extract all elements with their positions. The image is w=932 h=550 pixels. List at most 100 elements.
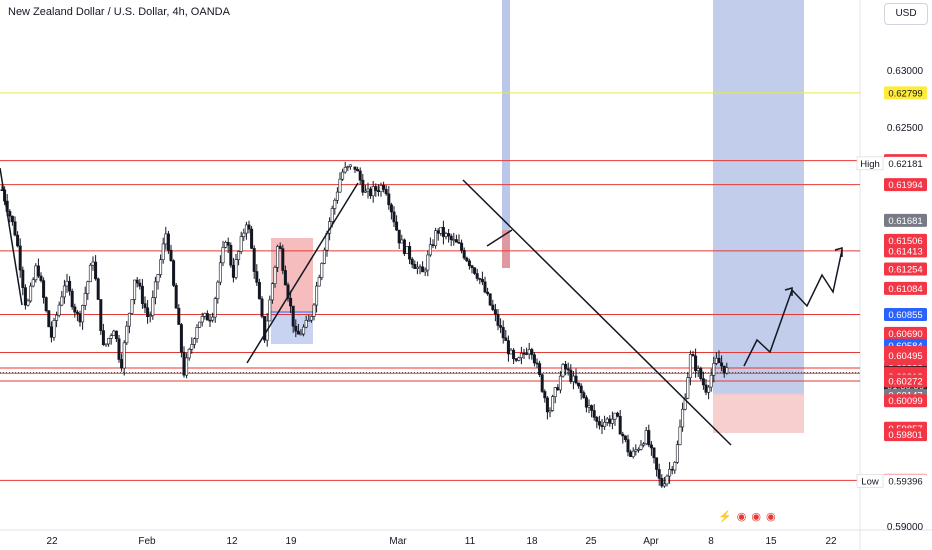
mar-apr-candle: [361, 173, 365, 196]
price-tag-bg-24: [856, 474, 884, 488]
mar-apr-candle: [600, 418, 604, 434]
mar-apr-candle: [582, 390, 586, 399]
jan-feb-candle: [276, 244, 280, 273]
mar-apr-candle: [649, 441, 653, 456]
jan-feb-candle: [208, 314, 212, 327]
mar-apr-candle: [686, 372, 690, 400]
jan-feb-candle: [68, 276, 72, 296]
mar-apr-candle: [712, 356, 716, 383]
jan-feb-candle: [47, 310, 51, 328]
jan-feb-candle: [257, 278, 261, 300]
mar-apr-candle: [509, 348, 513, 355]
mar-apr-candle: [358, 167, 362, 185]
mar-apr-candle: [371, 180, 375, 203]
jan-feb-candle: [185, 353, 189, 379]
price-label-13: 0.60495: [888, 351, 922, 362]
jan-feb-candle: [242, 228, 246, 242]
mar-apr-candle: [696, 365, 700, 378]
mar-apr-candle: [499, 318, 503, 334]
mar-apr-candle: [353, 166, 357, 173]
jan-feb-candle: [125, 321, 129, 345]
trendline-small: [486, 229, 513, 247]
time-tick-3: 19: [285, 536, 297, 547]
mar-apr-candle: [410, 257, 414, 269]
jan-feb-candle: [151, 290, 155, 320]
jan-feb-candle: [169, 244, 173, 262]
mar-apr-candle: [421, 261, 425, 273]
jan-feb-candle: [239, 231, 243, 255]
jan-feb-candle: [252, 245, 256, 279]
mar-apr-candle: [496, 308, 500, 331]
jan-feb-candle: [86, 280, 90, 300]
jan-feb-candle: [133, 279, 137, 305]
jan-feb-candle: [44, 296, 48, 313]
mar-apr-candle: [431, 239, 435, 249]
mar-apr-candle: [681, 402, 685, 432]
mar-apr-candle: [574, 368, 578, 385]
jan-feb-candle: [120, 353, 124, 372]
currency-button[interactable]: USD: [884, 3, 928, 25]
jan-feb-candle: [278, 242, 282, 250]
mar-apr-candle: [548, 407, 552, 418]
mar-apr-candle: [522, 349, 526, 359]
jan-feb-candle: [273, 265, 277, 288]
projection-path: [743, 249, 843, 367]
price-label-bg-3: [884, 178, 927, 192]
price-label-bg-9: [884, 308, 927, 322]
mar-apr-candle: [376, 184, 380, 197]
jan-feb-candle: [190, 337, 194, 354]
jan-feb-candle: [55, 311, 59, 328]
mar-apr-candle: [592, 404, 596, 421]
mar-apr-candle: [470, 264, 474, 274]
jan-feb-candle: [255, 264, 259, 286]
jan-feb-candle: [109, 333, 113, 345]
mar-apr-candle: [709, 368, 713, 392]
mar-apr-candle: [707, 385, 711, 400]
jan-feb-candle: [21, 266, 25, 296]
jan-feb-candle: [286, 282, 290, 302]
mar-apr-candle: [467, 258, 471, 270]
jan-feb-candle: [237, 250, 241, 266]
price-label-10: 0.60690: [888, 329, 922, 340]
projection-zone-red: [713, 393, 804, 433]
mar-apr-candle: [629, 449, 633, 457]
jan-feb-candle: [161, 237, 165, 264]
mar-apr-candle: [517, 356, 521, 362]
mar-apr-candle: [608, 415, 612, 427]
mar-apr-candle: [587, 399, 591, 414]
jan-feb-candle: [49, 321, 53, 343]
jan-feb-candle: [229, 242, 233, 268]
jan-feb-candle: [107, 337, 111, 347]
jan-feb-candle: [99, 299, 103, 335]
jan-feb-candle: [130, 298, 134, 315]
mar-apr-candle: [579, 383, 583, 400]
mar-apr-candle: [605, 416, 609, 426]
jan-feb-candle: [304, 315, 308, 329]
price-label-6: 0.61413: [888, 246, 922, 257]
jan-feb-candle: [226, 237, 230, 253]
event-flags-icon[interactable]: ⚡ ◉ ◉ ◉: [718, 511, 777, 523]
mar-apr-candle: [483, 276, 487, 294]
mar-apr-candle: [621, 431, 625, 444]
price-label-bg-20: [884, 394, 927, 408]
mar-apr-candle: [504, 329, 508, 341]
jan-feb-candle: [268, 295, 272, 322]
time-tick-2: 12: [226, 536, 238, 547]
price-label-2: 0.62181: [888, 159, 922, 170]
mar-apr-candle: [590, 404, 594, 418]
mar-apr-candle: [665, 474, 669, 487]
mar-apr-candle: [397, 229, 401, 249]
mar-apr-candle: [488, 293, 492, 307]
price-label-bg-5: [884, 233, 927, 247]
jan-feb-candle: [143, 296, 147, 314]
price-tick-2: 0.59000: [887, 522, 924, 533]
jan-feb-candle: [289, 290, 293, 314]
time-tick-6: 18: [526, 536, 538, 547]
jan-feb-candle: [117, 334, 121, 363]
jan-feb-candle: [211, 312, 215, 323]
mar-apr-candle: [460, 239, 464, 254]
mar-apr-candle: [626, 434, 630, 457]
time-tick-5: 11: [465, 536, 476, 547]
